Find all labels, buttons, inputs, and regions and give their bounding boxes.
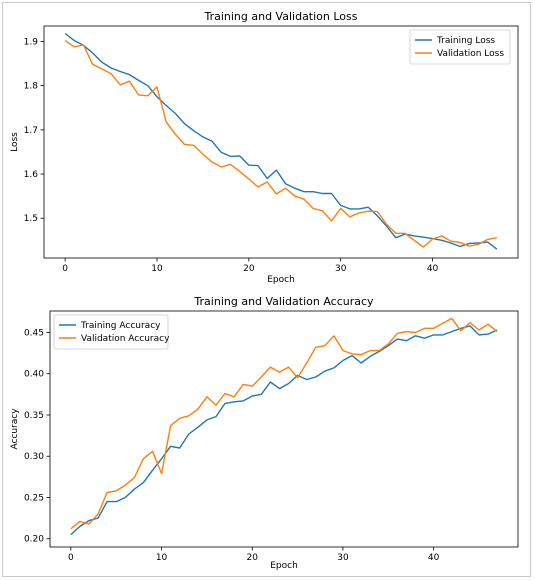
figure-frame: Training and Validation Loss 0 10 20 30 40 1.5… (2, 2, 531, 577)
y-tick-label: 1.7 (24, 126, 38, 136)
y-tick-label: 1.9 (24, 37, 39, 47)
y-tick-label: 1.6 (24, 170, 39, 180)
y-tick-label: 1.8 (24, 82, 39, 92)
x-tick-label: 30 (335, 264, 347, 274)
plot-area (43, 25, 519, 259)
series-line-training-loss (64, 32, 498, 250)
legend-box (409, 29, 511, 65)
x-tick-label: 20 (247, 553, 259, 563)
legend: Training Accuracy Validation Accuracy (53, 314, 170, 350)
x-tick-label: 0 (68, 553, 74, 563)
x-tick-label: 40 (427, 264, 439, 274)
x-tick-label: 20 (243, 264, 255, 274)
series-line-validation-accuracy (70, 317, 498, 530)
y-tick-label: 0.35 (24, 411, 44, 421)
y-tick-label: 0.45 (24, 328, 44, 338)
plot-area (49, 310, 519, 548)
y-tick-label: 0.25 (24, 493, 44, 503)
x-tick-label: 30 (337, 553, 349, 563)
chart-loss: Training and Validation Loss 0 10 20 30 40 1.5… (10, 10, 519, 285)
legend-entry: Validation Loss (437, 49, 504, 59)
y-tick-label: 0.20 (24, 535, 44, 545)
series-line-validation-loss (64, 40, 498, 248)
chart-accuracy: Training and Validation Accuracy 0 10 20 30 4… (10, 295, 519, 571)
series-line-training-accuracy (70, 325, 498, 536)
legend-entry: Training Loss (436, 36, 495, 46)
legend: Training Loss Validation Loss (409, 29, 511, 65)
x-axis-label: Epoch (270, 561, 298, 571)
y-tick-label: 0.40 (24, 370, 44, 380)
x-tick-label: 10 (156, 553, 168, 563)
y-axis-label: Loss (10, 132, 20, 152)
legend-box (53, 314, 169, 350)
x-tick-label: 40 (428, 553, 440, 563)
y-tick-label: 1.5 (24, 214, 38, 224)
x-tick-label: 10 (151, 264, 163, 274)
x-axis-label: Epoch (267, 275, 295, 285)
chart-title: Training and Validation Accuracy (193, 295, 374, 308)
legend-entry: Training Accuracy (80, 321, 161, 331)
legend-entry: Validation Accuracy (81, 334, 170, 344)
chart-title: Training and Validation Loss (203, 10, 357, 23)
y-axis-label: Accuracy (10, 408, 20, 450)
y-tick-label: 0.30 (24, 452, 44, 462)
x-tick-label: 0 (62, 264, 68, 274)
